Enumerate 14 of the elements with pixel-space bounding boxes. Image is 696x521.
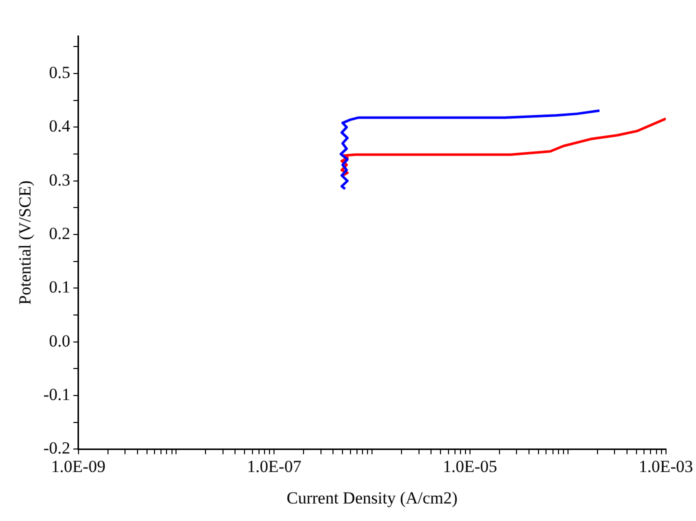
y-axis-title: Potential (V/SCE) [16, 180, 35, 305]
y-tick-label: 0.0 [49, 331, 70, 350]
x-tick-label: 1.0E-09 [51, 456, 106, 476]
x-axis-title: Current Density (A/cm2) [286, 488, 458, 508]
y-tick-label: -0.2 [43, 438, 70, 458]
y-tick-label: -0.1 [43, 385, 70, 404]
y-tick-label: 0.5 [49, 63, 70, 82]
y-tick-label: 0.3 [49, 170, 70, 190]
x-tick-label: 1.0E-07 [247, 456, 302, 476]
x-tick-label: 1.0E-03 [638, 456, 693, 476]
y-tick-label: 0.4 [49, 116, 71, 136]
y-tick-label: 0.1 [49, 278, 70, 297]
y-tick-label: 0.2 [49, 224, 70, 244]
x-tick-label: 1.0E-05 [442, 456, 498, 476]
